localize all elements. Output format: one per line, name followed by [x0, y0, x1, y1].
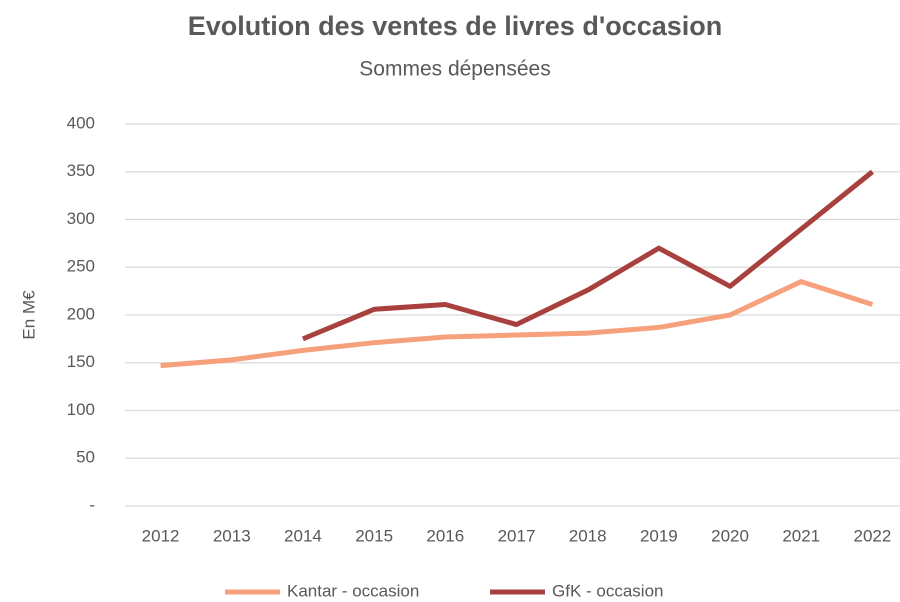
y-tick-label: 400	[67, 113, 95, 132]
x-tick-label: 2017	[498, 526, 536, 545]
legend-label: GfK - occasion	[552, 581, 664, 600]
x-tick-label: 2022	[853, 526, 891, 545]
y-tick-label: 200	[67, 304, 95, 323]
chart-title: Evolution des ventes de livres d'occasio…	[188, 11, 723, 41]
y-tick-label: 350	[67, 161, 95, 180]
x-tick-label: 2016	[426, 526, 464, 545]
chart-subtitle: Sommes dépensées	[359, 58, 550, 81]
y-tick-label: 50	[76, 448, 95, 467]
x-tick-label: 2018	[569, 526, 607, 545]
x-tick-label: 2015	[355, 526, 393, 545]
x-tick-label: 2014	[284, 526, 322, 545]
y-tick-label: 300	[67, 209, 95, 228]
y-tick-label: 150	[67, 352, 95, 371]
y-axis-label: En M€	[19, 290, 38, 340]
y-tick-label: 100	[67, 400, 95, 419]
x-tick-label: 2019	[640, 526, 678, 545]
x-tick-label: 2020	[711, 526, 749, 545]
legend-label: Kantar - occasion	[287, 581, 419, 600]
x-tick-label: 2012	[142, 526, 180, 545]
line-series	[160, 279, 874, 369]
y-tick-label: 250	[67, 257, 95, 276]
y-tick-label: -	[89, 495, 95, 514]
x-tick-label: 2021	[782, 526, 820, 545]
x-tick-label: 2013	[213, 526, 251, 545]
line-series	[301, 169, 874, 342]
